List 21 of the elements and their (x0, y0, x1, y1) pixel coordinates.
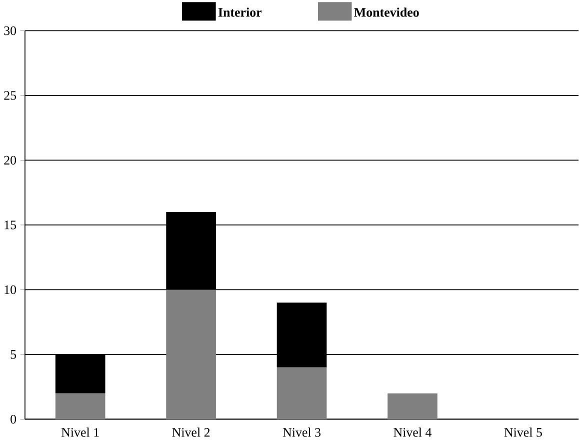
bar (276, 302, 327, 368)
legend-label: Interior (218, 7, 262, 17)
y-tick-label: 20 (4, 156, 16, 164)
x-tick-label: Nivel 3 (282, 427, 321, 437)
x-tick-label: Nivel 5 (504, 427, 542, 437)
legend-label: Montevideo (354, 7, 419, 17)
x-tick-label: Nivel 4 (394, 427, 432, 437)
y-tick-label: 0 (10, 414, 16, 424)
bar (166, 212, 216, 290)
bar (166, 290, 216, 420)
y-tick-label: 15 (4, 220, 16, 230)
bar (55, 393, 106, 420)
bar (276, 367, 327, 420)
bar (55, 354, 106, 394)
x-tick-label: Nivel 2 (172, 427, 210, 437)
y-tick-label: 25 (4, 90, 16, 100)
y-tick-label: 10 (4, 285, 16, 294)
bar (388, 393, 438, 420)
y-tick-label: 5 (10, 350, 16, 359)
x-tick-label: Nivel 1 (61, 427, 99, 437)
y-tick-label: 30 (4, 26, 16, 35)
